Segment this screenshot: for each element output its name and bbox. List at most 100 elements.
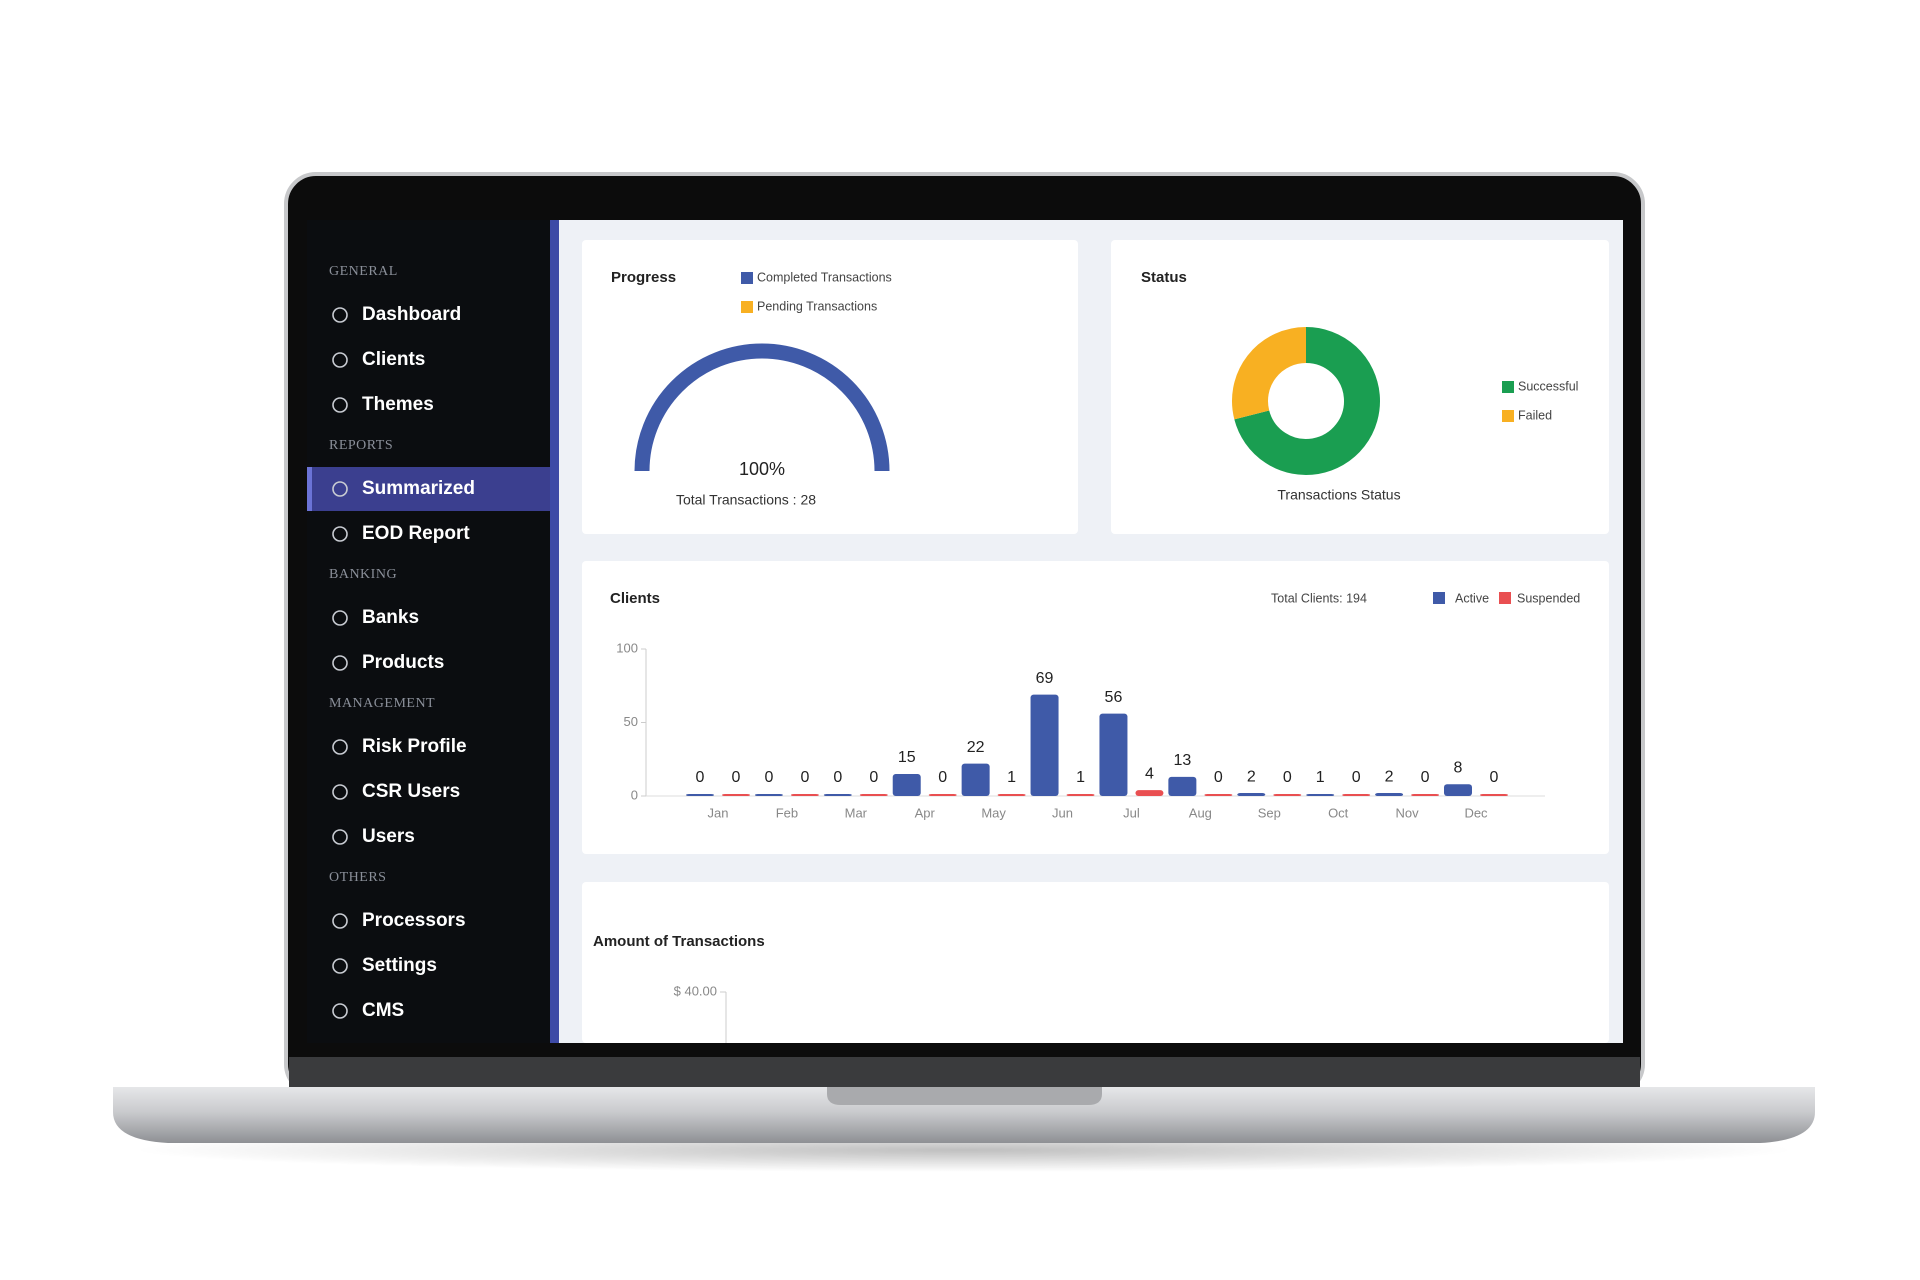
notch [827,1087,1102,1105]
menu-item[interactable]: Clients [362,349,425,370]
data-label: 69 [1036,670,1054,687]
legend-swatch [1499,592,1511,604]
section-header: MANAGEMENT [329,696,435,711]
menu-item[interactable]: Users [362,826,415,847]
menu-icon [332,958,348,974]
sidebar-edge [550,220,559,1043]
data-label: 0 [1352,769,1361,786]
data-label: 0 [869,769,878,786]
legend-label: Pending Transactions [757,299,877,313]
total-annotation: Total Clients: 194 [1271,591,1367,605]
menu-item[interactable]: Dashboard [362,304,461,325]
bar [1411,794,1440,796]
x-tick-label: Jul [1123,805,1140,820]
gauge-value: 100% [739,459,785,479]
data-label: 0 [1283,769,1292,786]
bar [1444,784,1472,796]
data-label: 0 [800,769,809,786]
progress-card [582,240,1078,534]
data-label: 1 [1076,769,1085,786]
bar [1066,794,1095,796]
menu-item[interactable]: Banks [362,607,419,628]
bar [722,794,750,796]
active-marker [307,467,312,511]
bar [961,763,990,796]
menu-icon [332,526,348,542]
menu-item[interactable]: Products [362,652,444,673]
card-title: Clients [610,590,660,607]
data-label: 1 [1316,769,1325,786]
menu-icon [332,307,348,323]
x-tick-label: Jan [708,805,729,820]
y-tick-label: 50 [624,714,638,729]
menu-item[interactable]: CSR Users [362,781,460,802]
menu-item[interactable]: CMS [362,1000,404,1021]
y-tick-label: 100 [616,640,638,655]
x-tick-label: Feb [776,805,798,820]
content: GENERAL Dashboard Clients Themes REPORTS Summ… [307,264,1580,1043]
bar [1030,694,1059,796]
menu-icon [332,655,348,671]
data-label: 0 [938,769,947,786]
donut-segment [1232,327,1307,420]
laptop-base [113,1087,1815,1143]
x-tick-label: May [981,805,1006,820]
legend-label: Suspended [1517,591,1580,605]
lid-bottom [289,1057,1640,1089]
amount-card [582,882,1609,1043]
menu-icon [332,829,348,845]
menu-item[interactable]: Themes [362,394,434,415]
legend-swatch [1502,381,1514,393]
x-tick-label: Oct [1328,805,1349,820]
menu-item[interactable]: Risk Profile [362,736,467,757]
menu-item[interactable]: Settings [362,955,437,976]
menu-icon [332,1003,348,1019]
bar [892,773,921,796]
data-label: 0 [696,769,705,786]
data-label: 15 [898,749,916,766]
legend-swatch [1433,592,1445,604]
menu-icon [332,784,348,800]
section-header: REPORTS [329,438,393,453]
data-label: 56 [1105,689,1123,706]
bar [1135,790,1164,796]
card-title: Progress [611,269,676,286]
bar [928,794,957,796]
bar [686,794,714,796]
legend-swatch [741,301,753,313]
data-label: 0 [764,769,773,786]
card-title: Status [1141,269,1187,286]
donut-subtitle: Transactions Status [1277,487,1400,503]
legend-swatch [1502,410,1514,422]
bar [1375,793,1404,796]
bar [859,794,888,796]
section-header: BANKING [329,567,397,582]
data-label: 1 [1007,769,1016,786]
data-label: 8 [1454,759,1463,776]
menu-item[interactable]: EOD Report [362,523,470,544]
bar [1204,794,1233,796]
bar [1273,794,1302,796]
legend-label: Active [1455,591,1489,605]
data-label: 0 [1421,769,1430,786]
data-label: 2 [1385,768,1394,785]
gauge-arc [634,343,890,472]
menu-item[interactable]: Processors [362,910,466,931]
data-label: 22 [967,739,985,756]
menu-icon [332,397,348,413]
bar [1342,794,1371,796]
menu-item[interactable]: Summarized [362,478,475,499]
menu-icon [332,481,348,497]
bar [1168,776,1197,796]
menu-icon [332,352,348,368]
sidebar [307,220,550,1043]
bar [1306,794,1335,796]
bar [823,794,852,796]
data-label: 0 [1490,769,1499,786]
data-label: 0 [1214,769,1223,786]
menu-icon [332,913,348,929]
menu-icon [332,610,348,626]
x-tick-label: Sep [1258,805,1281,820]
legend-label: Completed Transactions [757,270,892,284]
